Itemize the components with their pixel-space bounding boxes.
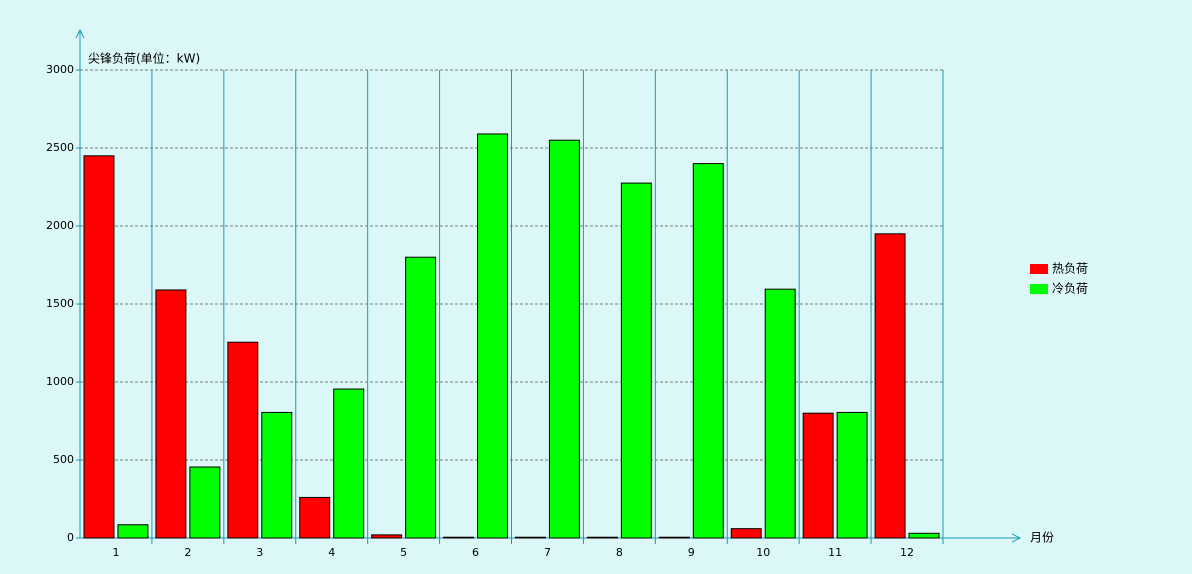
bar xyxy=(371,534,403,539)
x-tick-label: 11 xyxy=(828,546,842,559)
x-tick-label: 12 xyxy=(900,546,914,559)
bar xyxy=(117,524,149,539)
x-tick-label: 5 xyxy=(400,546,407,559)
bar xyxy=(155,289,187,539)
legend-swatch xyxy=(1030,264,1048,274)
bar xyxy=(836,411,868,539)
x-axis-title: 月份 xyxy=(1030,531,1054,545)
y-tick-label: 500 xyxy=(53,453,74,466)
x-tick-label: 4 xyxy=(328,546,335,559)
x-tick-label: 1 xyxy=(112,546,119,559)
y-tick-label: 1000 xyxy=(46,375,74,388)
x-tick-label: 3 xyxy=(256,546,263,559)
bar xyxy=(227,341,259,539)
bar xyxy=(730,528,762,539)
bar xyxy=(620,182,652,539)
bar xyxy=(261,411,293,539)
bar xyxy=(802,412,834,539)
bar xyxy=(586,536,618,539)
bar xyxy=(515,536,546,539)
y-tick-label: 2500 xyxy=(46,141,74,154)
x-tick-label: 9 xyxy=(688,546,695,559)
x-tick-label: 8 xyxy=(616,546,623,559)
y-tick-label: 2000 xyxy=(46,219,74,232)
y-tick-label: 3000 xyxy=(46,63,74,76)
bar xyxy=(299,496,331,539)
legend-label: 热负荷 xyxy=(1052,262,1088,276)
y-tick-label: 1500 xyxy=(46,297,74,310)
legend-swatch xyxy=(1030,284,1048,294)
bar xyxy=(548,139,580,539)
bar xyxy=(83,155,115,539)
y-axis-title: 尖锋负荷(单位：kW) xyxy=(88,51,200,66)
bar xyxy=(443,536,475,539)
bar xyxy=(405,256,437,539)
x-tick-label: 2 xyxy=(184,546,191,559)
bar xyxy=(764,288,796,539)
bar xyxy=(333,388,365,539)
x-tick-label: 7 xyxy=(544,546,551,559)
bar xyxy=(692,163,724,539)
x-tick-label: 10 xyxy=(756,546,770,559)
bar xyxy=(874,233,906,539)
bar xyxy=(189,466,221,539)
bar xyxy=(658,536,690,539)
x-tick-label: 6 xyxy=(472,546,479,559)
legend-label: 冷负荷 xyxy=(1052,282,1088,296)
y-tick-label: 0 xyxy=(67,531,74,544)
bar xyxy=(908,532,940,539)
bar xyxy=(477,133,508,539)
